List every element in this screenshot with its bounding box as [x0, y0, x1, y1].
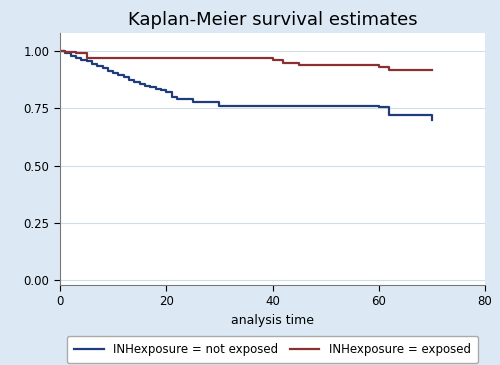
- X-axis label: analysis time: analysis time: [231, 314, 314, 327]
- Legend: INHexposure = not exposed, INHexposure = exposed: INHexposure = not exposed, INHexposure =…: [67, 336, 478, 363]
- Title: Kaplan-Meier survival estimates: Kaplan-Meier survival estimates: [128, 11, 418, 28]
